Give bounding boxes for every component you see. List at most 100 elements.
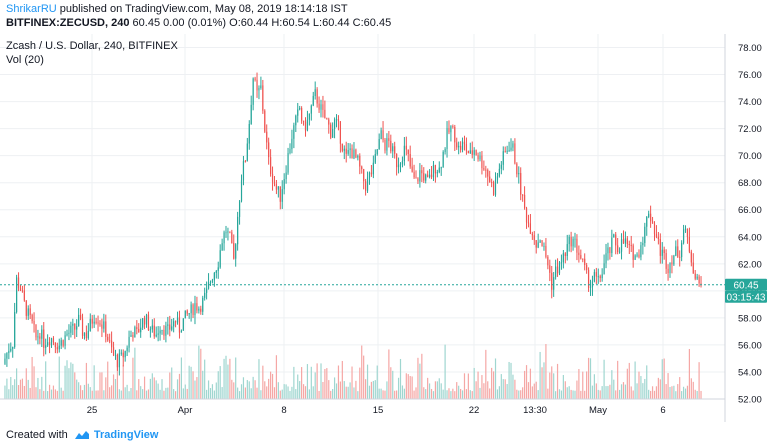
candle-body [134,327,136,338]
volume-bar [500,374,502,399]
volume-bar [421,353,423,399]
volume-bar [394,390,396,399]
time-tick-label: May [589,405,607,416]
volume-bar [155,380,157,399]
volume-bar [176,379,179,399]
price-tick-label: 72.00 [738,124,762,135]
volume-bar [580,390,582,399]
candle-body [520,173,522,195]
volume-bar [114,379,117,399]
volume-bar [686,385,689,399]
volume-bar [41,376,43,399]
volume-bar [169,372,171,399]
volume-bar [128,391,130,399]
volume-bar [535,381,537,399]
candle-body [686,228,689,238]
candle-body [587,269,590,288]
candle-body [564,253,566,256]
volume-bar [382,390,384,399]
volume-bar [132,357,134,399]
candle-body [397,164,400,168]
candle-body [235,244,237,259]
volume-bar [85,362,88,399]
volume-bar [136,390,138,399]
volume-bar [648,389,650,399]
candle-body [454,127,456,143]
candle-body [318,103,320,110]
volume-bar [413,390,415,399]
candle-body [19,288,22,291]
candle-body [638,254,640,258]
candle-body [159,330,161,334]
author-link[interactable]: ShrikarRU [6,3,57,15]
volume-bar [126,384,128,399]
volume-bar [16,368,18,399]
volume-bar [196,377,198,399]
candle-body [684,228,687,230]
candle-body [198,308,200,311]
candle-body [549,265,551,273]
volume-bar [295,389,297,399]
candle-body [378,139,380,150]
volume-bar [481,375,483,399]
volume-bar [269,371,272,399]
candle-body [10,348,12,351]
volume-bar [572,390,574,399]
volume-bar [560,390,563,399]
candle-body [357,155,359,158]
candle-body [518,173,520,175]
volume-bar [454,391,456,399]
candle-body [60,340,62,346]
volume-bar [349,382,351,399]
candle-body [122,352,124,358]
volume-bar [675,391,677,399]
candle-body [268,142,270,158]
candle-body [399,163,402,165]
candle-body [64,335,66,346]
volume-bar [244,387,246,399]
volume-bar [562,374,564,399]
candle-body [512,143,514,148]
candle-body [165,325,167,336]
candle-body [411,166,413,172]
candle-body [211,280,214,282]
volume-indicator-label[interactable]: Vol (20) [6,54,44,66]
candle-body [66,333,68,336]
volume-bar [6,378,8,399]
volume-bar [448,388,450,399]
price-tick-label: 68.00 [738,178,762,189]
price-chart[interactable]: 78.00 76.00 74.00 72.00 70.00 68.00 66.00 64.00… [0,34,768,422]
volume-bar [260,390,262,399]
volume-bar [209,388,212,399]
volume-bar [182,388,184,399]
candle-body [312,95,314,106]
candle-body [76,326,78,330]
candle-body [576,238,578,253]
candle-body [314,89,316,96]
volume-bar [551,366,553,399]
volume-bar [653,390,656,399]
candle-body [640,245,642,258]
volume-bar [450,391,452,399]
candle-body [370,172,373,175]
candle-body [285,172,287,180]
volume-bar [518,390,520,399]
candle-body [196,303,198,311]
volume-bar [409,376,411,399]
candle-body [130,334,132,337]
chart-area[interactable]: 78.00 76.00 74.00 72.00 70.00 68.00 66.00 64.00… [0,34,768,422]
volume-bar [617,360,619,399]
volume-bar [510,362,512,399]
volume-bar [27,379,29,399]
candle-body [440,167,442,169]
volume-bar [163,390,165,399]
volume-bar [48,384,51,399]
volume-bar [694,389,696,399]
candle-body [37,336,39,338]
price-tick-label: 70.00 [738,151,762,162]
candle-body [423,173,425,181]
candle-body [192,304,194,315]
volume-bar [392,370,394,399]
tradingview-brand[interactable]: TradingView [93,429,159,441]
candle-body [355,149,357,158]
